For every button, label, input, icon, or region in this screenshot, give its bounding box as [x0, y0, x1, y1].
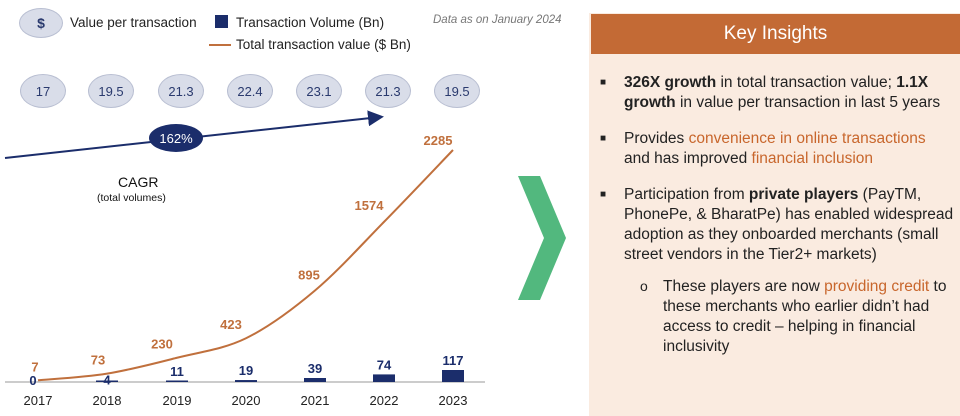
vpt-bubble: 21.3: [365, 74, 411, 108]
volume-bar: [373, 374, 395, 382]
volume-legend-swatch: [215, 15, 228, 28]
insight-text: Participation from: [624, 186, 749, 203]
insight-highlight: convenience in online transactions: [688, 130, 926, 147]
value-data-label: 895: [298, 268, 320, 283]
insight-text: in total transaction value;: [716, 74, 897, 91]
volume-data-label: 39: [308, 361, 322, 376]
insight-text: to these merchants who earlier didn’t ha…: [663, 278, 947, 355]
chevron-right-icon: [518, 176, 566, 300]
vpt-bubble: 19.5: [88, 74, 134, 108]
vpt-bubble: 19.5: [434, 74, 480, 108]
bullet-icon: ■: [600, 189, 607, 200]
volume-data-label: 74: [377, 357, 392, 372]
insights-header: Key Insights: [591, 14, 960, 54]
x-tick-label: 2018: [93, 393, 122, 408]
value-data-label: 230: [151, 337, 173, 352]
cagr-badge: [149, 124, 203, 152]
volume-bar: [442, 370, 464, 382]
insight-emphasis: 1.1X growth: [624, 74, 929, 111]
volume-bar: [166, 380, 188, 382]
value-data-label: 1574: [355, 198, 385, 213]
volume-data-label: 117: [443, 353, 464, 368]
volume-data-label: 11: [170, 364, 184, 379]
value-data-label: 7: [31, 359, 38, 374]
cagr-title: CAGR: [118, 174, 159, 190]
insight-highlight: providing credit: [824, 278, 930, 295]
legend-value-per-transaction: Value per transaction: [70, 15, 197, 30]
x-tick-label: 2023: [439, 393, 468, 408]
bullet-icon: ■: [600, 133, 607, 144]
insights-panel: [589, 13, 960, 416]
volume-data-label: 0: [29, 373, 36, 388]
x-tick-label: 2017: [24, 393, 53, 408]
insight-text: These players are now: [663, 278, 825, 295]
bullet-icon: ■: [600, 77, 607, 88]
vpt-bubble: 17: [20, 74, 66, 108]
insight-item: ■ Participation from private players (Pa…: [600, 185, 955, 265]
insight-emphasis: 326X growth: [624, 74, 717, 91]
insight-text: Provides: [624, 130, 689, 147]
vpt-bubble: 21.3: [158, 74, 204, 108]
cagr-subtitle: (total volumes): [97, 192, 166, 204]
x-tick-label: 2022: [370, 393, 399, 408]
transactions-chart: 162% 7 73 230 423 895 1574 2285 0 4 11 19 39 74 117 20…: [4, 110, 485, 408]
volume-data-label: 4: [103, 373, 111, 388]
x-tick-label: 2021: [301, 393, 330, 408]
cagr-value: 162%: [159, 131, 193, 146]
insight-item: ■ 326X growth in total transaction value…: [600, 73, 955, 113]
legend-volume: Transaction Volume (Bn): [236, 15, 385, 30]
vpt-bubble: 23.1: [296, 74, 342, 108]
value-data-label: 2285: [424, 133, 453, 148]
value-data-label: 73: [91, 353, 105, 368]
insight-text: in value per transaction in last 5 years: [675, 94, 941, 111]
volume-bar: [304, 378, 326, 382]
insights-list: ■ 326X growth in total transaction value…: [600, 73, 955, 357]
vpt-bubble: 22.4: [227, 74, 273, 108]
volume-bar: [235, 380, 257, 382]
insight-text: and has improved: [624, 150, 752, 167]
x-tick-label: 2019: [163, 393, 192, 408]
value-legend-swatch: [209, 44, 231, 46]
legend-total-value: Total transaction value ($ Bn): [236, 37, 411, 52]
data-date-note: Data as on January 2024: [433, 14, 562, 26]
x-tick-label: 2020: [232, 393, 261, 408]
insight-emphasis: private players: [748, 186, 859, 203]
sub-bullet-icon: o: [640, 278, 648, 294]
volume-bar: [96, 380, 118, 382]
value-per-transaction-legend-icon: $: [19, 8, 63, 38]
total-value-line: [37, 149, 454, 382]
insight-subitem: o These players are now providing credit…: [600, 277, 955, 357]
insight-item: ■ Provides convenience in online transac…: [600, 129, 955, 169]
value-data-label: 423: [220, 317, 242, 332]
volume-data-label: 19: [239, 363, 253, 378]
insight-text: (PayTM, PhonePe, & BharatPe) has enabled…: [624, 186, 954, 263]
insight-highlight: financial inclusion: [751, 150, 874, 167]
